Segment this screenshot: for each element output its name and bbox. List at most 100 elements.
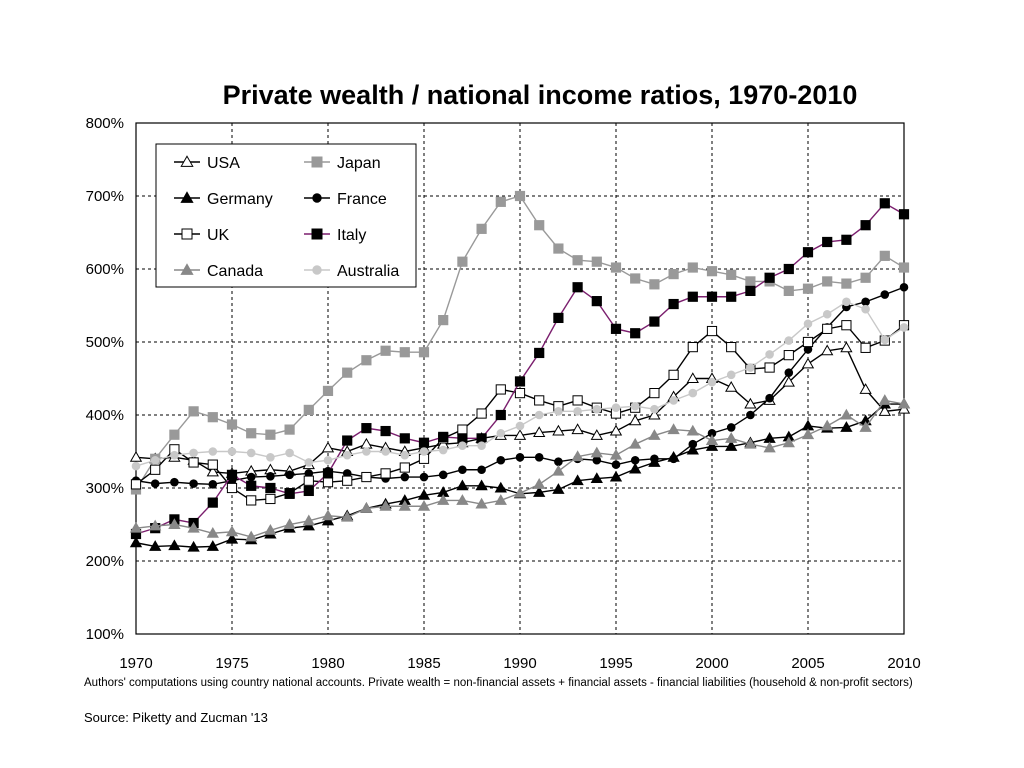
- point-italy: [303, 485, 314, 497]
- point-australia: [189, 448, 198, 458]
- series-canada: [129, 394, 911, 542]
- point-germany: [417, 489, 431, 500]
- point-france: [899, 282, 909, 292]
- point-japan: [476, 223, 487, 234]
- point-uk: [342, 475, 353, 486]
- x-tick-label: 2005: [791, 655, 824, 672]
- point-japan: [668, 269, 679, 280]
- point-australia: [803, 319, 813, 329]
- point-canada: [897, 397, 911, 409]
- x-tick-label: 1990: [503, 655, 536, 672]
- point-canada: [571, 450, 584, 462]
- point-france: [285, 470, 294, 480]
- point-uk: [822, 323, 833, 334]
- x-axis: 1970 1975 1980 1985 1990 1995 2000 2005 2010: [119, 655, 920, 672]
- point-japan: [534, 220, 545, 231]
- point-uk: [457, 424, 468, 435]
- point-canada: [360, 502, 373, 513]
- chart-note: Authors' computations using country nati…: [84, 677, 913, 689]
- point-france: [650, 454, 659, 464]
- point-australia: [899, 323, 909, 332]
- point-canada: [168, 518, 181, 529]
- point-italy: [822, 236, 833, 248]
- point-canada: [475, 497, 488, 509]
- legend-label: USA: [207, 155, 240, 172]
- point-france: [688, 439, 698, 449]
- point-australia: [170, 450, 179, 460]
- y-tick-label: 600%: [86, 261, 124, 278]
- point-canada: [705, 434, 719, 446]
- point-japan: [591, 256, 602, 267]
- point-canada: [341, 510, 354, 522]
- point-uk: [572, 395, 583, 406]
- point-italy: [361, 423, 372, 434]
- y-axis: 100% 200% 300% 400% 500% 600% 700% 800%: [86, 115, 124, 643]
- point-italy: [860, 220, 871, 231]
- point-germany: [475, 479, 488, 491]
- point-canada: [648, 429, 661, 440]
- point-usa: [609, 424, 623, 436]
- point-germany: [533, 486, 546, 497]
- point-france: [861, 297, 870, 307]
- point-australia: [515, 421, 525, 431]
- point-japan: [284, 424, 295, 435]
- point-usa: [321, 441, 335, 453]
- x-tick-label: 1995: [599, 655, 632, 672]
- point-canada: [225, 525, 239, 537]
- point-japan: [572, 255, 583, 266]
- point-australia: [438, 445, 448, 455]
- point-usa: [648, 408, 661, 420]
- point-australia: [784, 336, 794, 345]
- legend-item-france: France: [304, 191, 387, 208]
- point-germany: [609, 470, 623, 482]
- point-japan: [706, 266, 718, 277]
- point-japan: [898, 262, 910, 273]
- point-uk: [361, 471, 372, 483]
- chart-source: Source: Piketty and Zucman '13: [84, 710, 268, 725]
- point-germany: [590, 472, 603, 483]
- point-uk: [246, 495, 257, 506]
- point-canada: [533, 478, 546, 489]
- point-australia: [323, 455, 333, 465]
- point-italy: [898, 209, 910, 220]
- point-australia: [592, 404, 602, 414]
- point-japan: [169, 429, 180, 440]
- point-uk: [226, 482, 238, 494]
- point-canada: [129, 521, 143, 533]
- point-uk: [726, 342, 737, 353]
- point-australia: [650, 404, 659, 414]
- point-australia: [765, 350, 774, 359]
- point-italy: [380, 425, 391, 437]
- point-australia: [131, 461, 141, 471]
- point-japan: [649, 279, 660, 290]
- point-japan: [399, 347, 410, 358]
- point-france: [208, 480, 218, 489]
- point-canada: [629, 437, 642, 449]
- point-usa: [821, 344, 834, 356]
- point-germany: [206, 540, 219, 551]
- legend-marker: [311, 228, 323, 240]
- point-germany: [629, 462, 642, 474]
- point-uk: [188, 457, 199, 468]
- point-japan: [361, 355, 372, 366]
- point-canada: [878, 394, 891, 405]
- point-germany: [840, 421, 853, 432]
- point-japan: [841, 278, 852, 289]
- legend-item-canada: Canada: [174, 263, 263, 280]
- point-uk: [476, 408, 487, 419]
- legend-label: Germany: [207, 191, 273, 208]
- point-australia: [707, 377, 717, 387]
- point-japan: [553, 243, 564, 254]
- point-uk: [841, 320, 852, 331]
- point-australia: [381, 447, 390, 456]
- point-italy: [284, 488, 295, 499]
- point-australia: [496, 428, 506, 438]
- point-france: [438, 470, 448, 480]
- legend-item-uk: UK: [174, 227, 230, 244]
- legend-item-japan: Japan: [304, 155, 381, 172]
- point-japan: [265, 429, 276, 440]
- point-canada: [801, 428, 815, 440]
- point-italy: [495, 409, 506, 421]
- point-canada: [187, 521, 200, 533]
- point-italy: [438, 431, 449, 442]
